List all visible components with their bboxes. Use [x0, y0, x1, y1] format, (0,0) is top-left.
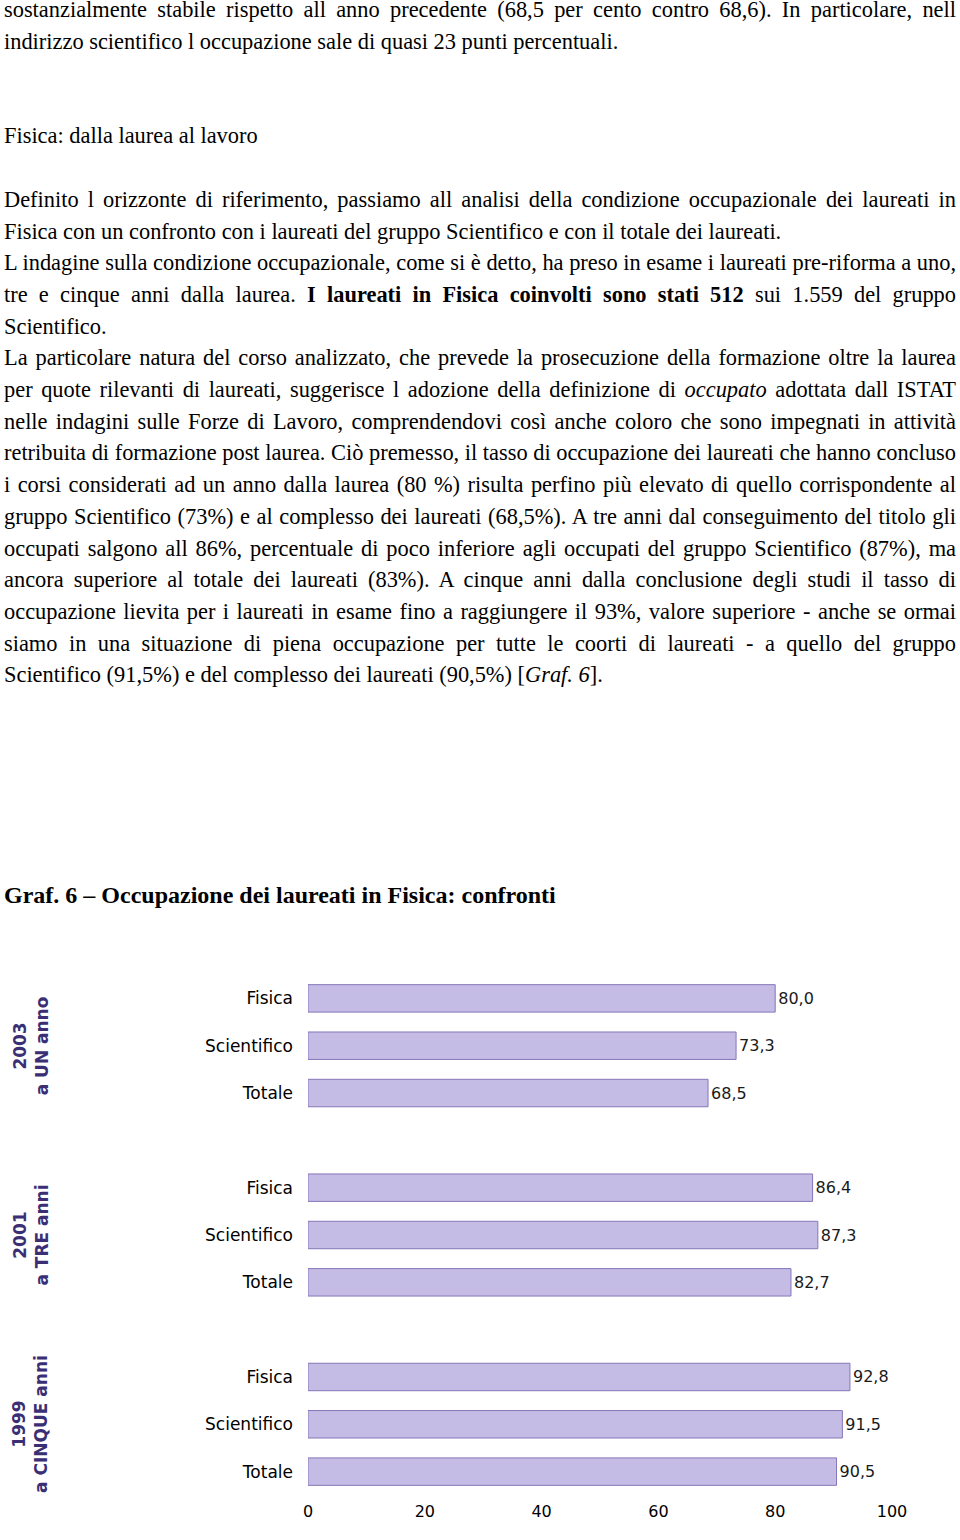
svg-text:82,7: 82,7 — [794, 1273, 830, 1292]
svg-text:Fisica: Fisica — [246, 1178, 293, 1198]
svg-text:73,3: 73,3 — [739, 1036, 775, 1055]
svg-text:Scientifico: Scientifico — [205, 1414, 293, 1434]
svg-text:Scientifico: Scientifico — [205, 1036, 293, 1056]
svg-text:20: 20 — [415, 1502, 435, 1521]
svg-text:2003a UN anno: 2003a UN anno — [10, 997, 52, 1096]
svg-text:1999a CINQUE anni: 1999a CINQUE anni — [9, 1355, 51, 1493]
html-text:Fisica: dalla laurea al lavoro: Fisica: dalla laurea al lavoro — [4, 123, 258, 149]
svg-text:80,0: 80,0 — [778, 989, 814, 1008]
svg-text:91,5: 91,5 — [845, 1415, 881, 1434]
html-text:Graf. 6 – Occupazione dei laur: Graf. 6 – Occupazione dei laureati in Fi… — [4, 882, 556, 908]
svg-text:Fisica: Fisica — [246, 1367, 293, 1387]
svg-text:92,8: 92,8 — [853, 1367, 889, 1386]
svg-text:Fisica: Fisica — [246, 988, 293, 1008]
html-text:Definito l orizzonte di riferi: Definito l orizzonte di riferimento, pas… — [4, 186, 956, 244]
svg-text:90,5: 90,5 — [840, 1462, 876, 1481]
svg-text:60: 60 — [648, 1502, 668, 1521]
svg-text:80: 80 — [765, 1502, 785, 1521]
svg-text:68,5: 68,5 — [711, 1084, 747, 1103]
svg-text:Totale: Totale — [242, 1462, 293, 1482]
svg-text:0: 0 — [303, 1502, 313, 1521]
svg-text:86,4: 86,4 — [816, 1178, 852, 1197]
html-text:L indagine sulla condizione oc: L indagine sulla condizione occupazional… — [4, 250, 956, 339]
html-text:La particolare natura del cors: La particolare natura del corso analizza… — [4, 345, 956, 688]
svg-text:87,3: 87,3 — [821, 1226, 857, 1245]
svg-text:Totale: Totale — [242, 1083, 293, 1103]
svg-text:100: 100 — [877, 1502, 908, 1521]
svg-text:Totale: Totale — [242, 1272, 293, 1292]
svg-text:40: 40 — [531, 1502, 551, 1521]
svg-text:Scientifico: Scientifico — [205, 1225, 293, 1245]
svg-text:2001a TRE anni: 2001a TRE anni — [10, 1184, 52, 1285]
